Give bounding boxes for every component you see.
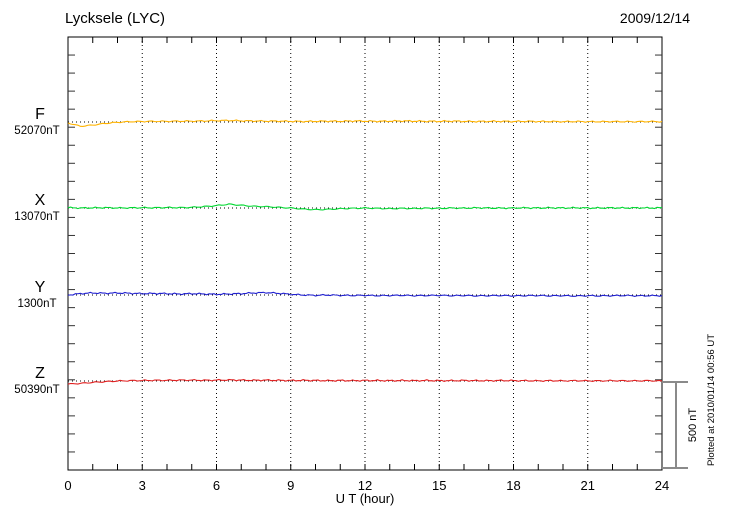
series-baseline-value-F: 52070nT (14, 125, 59, 137)
scale-bar: 500 nT (662, 381, 699, 469)
x-tick-label-15: 15 (432, 478, 446, 493)
series-letter-Z: Z (35, 365, 45, 382)
station-title: Lycksele (LYC) (65, 10, 165, 27)
series-labels: F 52070nT X 13070nT Y 1300nT Z 50390nT (14, 106, 59, 396)
trace-F (67, 119, 663, 128)
x-tick-label-24: 24 (655, 478, 669, 493)
series-letter-Y: Y (35, 279, 46, 296)
grid-lines (141, 37, 589, 470)
hour-ticks (92, 37, 638, 470)
x-tick-label-6: 6 (213, 478, 220, 493)
x-tick-label-9: 9 (287, 478, 294, 493)
x-tick-label-0: 0 (64, 478, 71, 493)
x-tick-labels: 0 3 6 9 12 15 18 21 24 (64, 478, 669, 493)
traces (67, 119, 663, 385)
trace-X (67, 203, 663, 211)
x-tick-label-12: 12 (358, 478, 372, 493)
x-tick-label-21: 21 (581, 478, 595, 493)
x-tick-label-3: 3 (139, 478, 146, 493)
series-baseline-value-X: 13070nT (14, 211, 59, 223)
plot-date: 2009/12/14 (620, 10, 690, 26)
scale-bar-label: 500 nT (687, 408, 699, 443)
series-letter-F: F (35, 106, 45, 123)
x-tick-label-18: 18 (506, 478, 520, 493)
series-letter-X: X (35, 192, 46, 209)
trace-baselines (68, 121, 662, 382)
trace-Z (67, 378, 663, 385)
series-baseline-value-Y: 1300nT (17, 298, 56, 310)
series-baseline-value-Z: 50390nT (14, 384, 59, 396)
x-axis-label: U T (hour) (336, 491, 395, 506)
side-ticks (68, 54, 662, 453)
plotted-at-note: Plotted at 2010/01/14 00:56 UT (706, 334, 717, 466)
trace-Y (67, 291, 663, 297)
